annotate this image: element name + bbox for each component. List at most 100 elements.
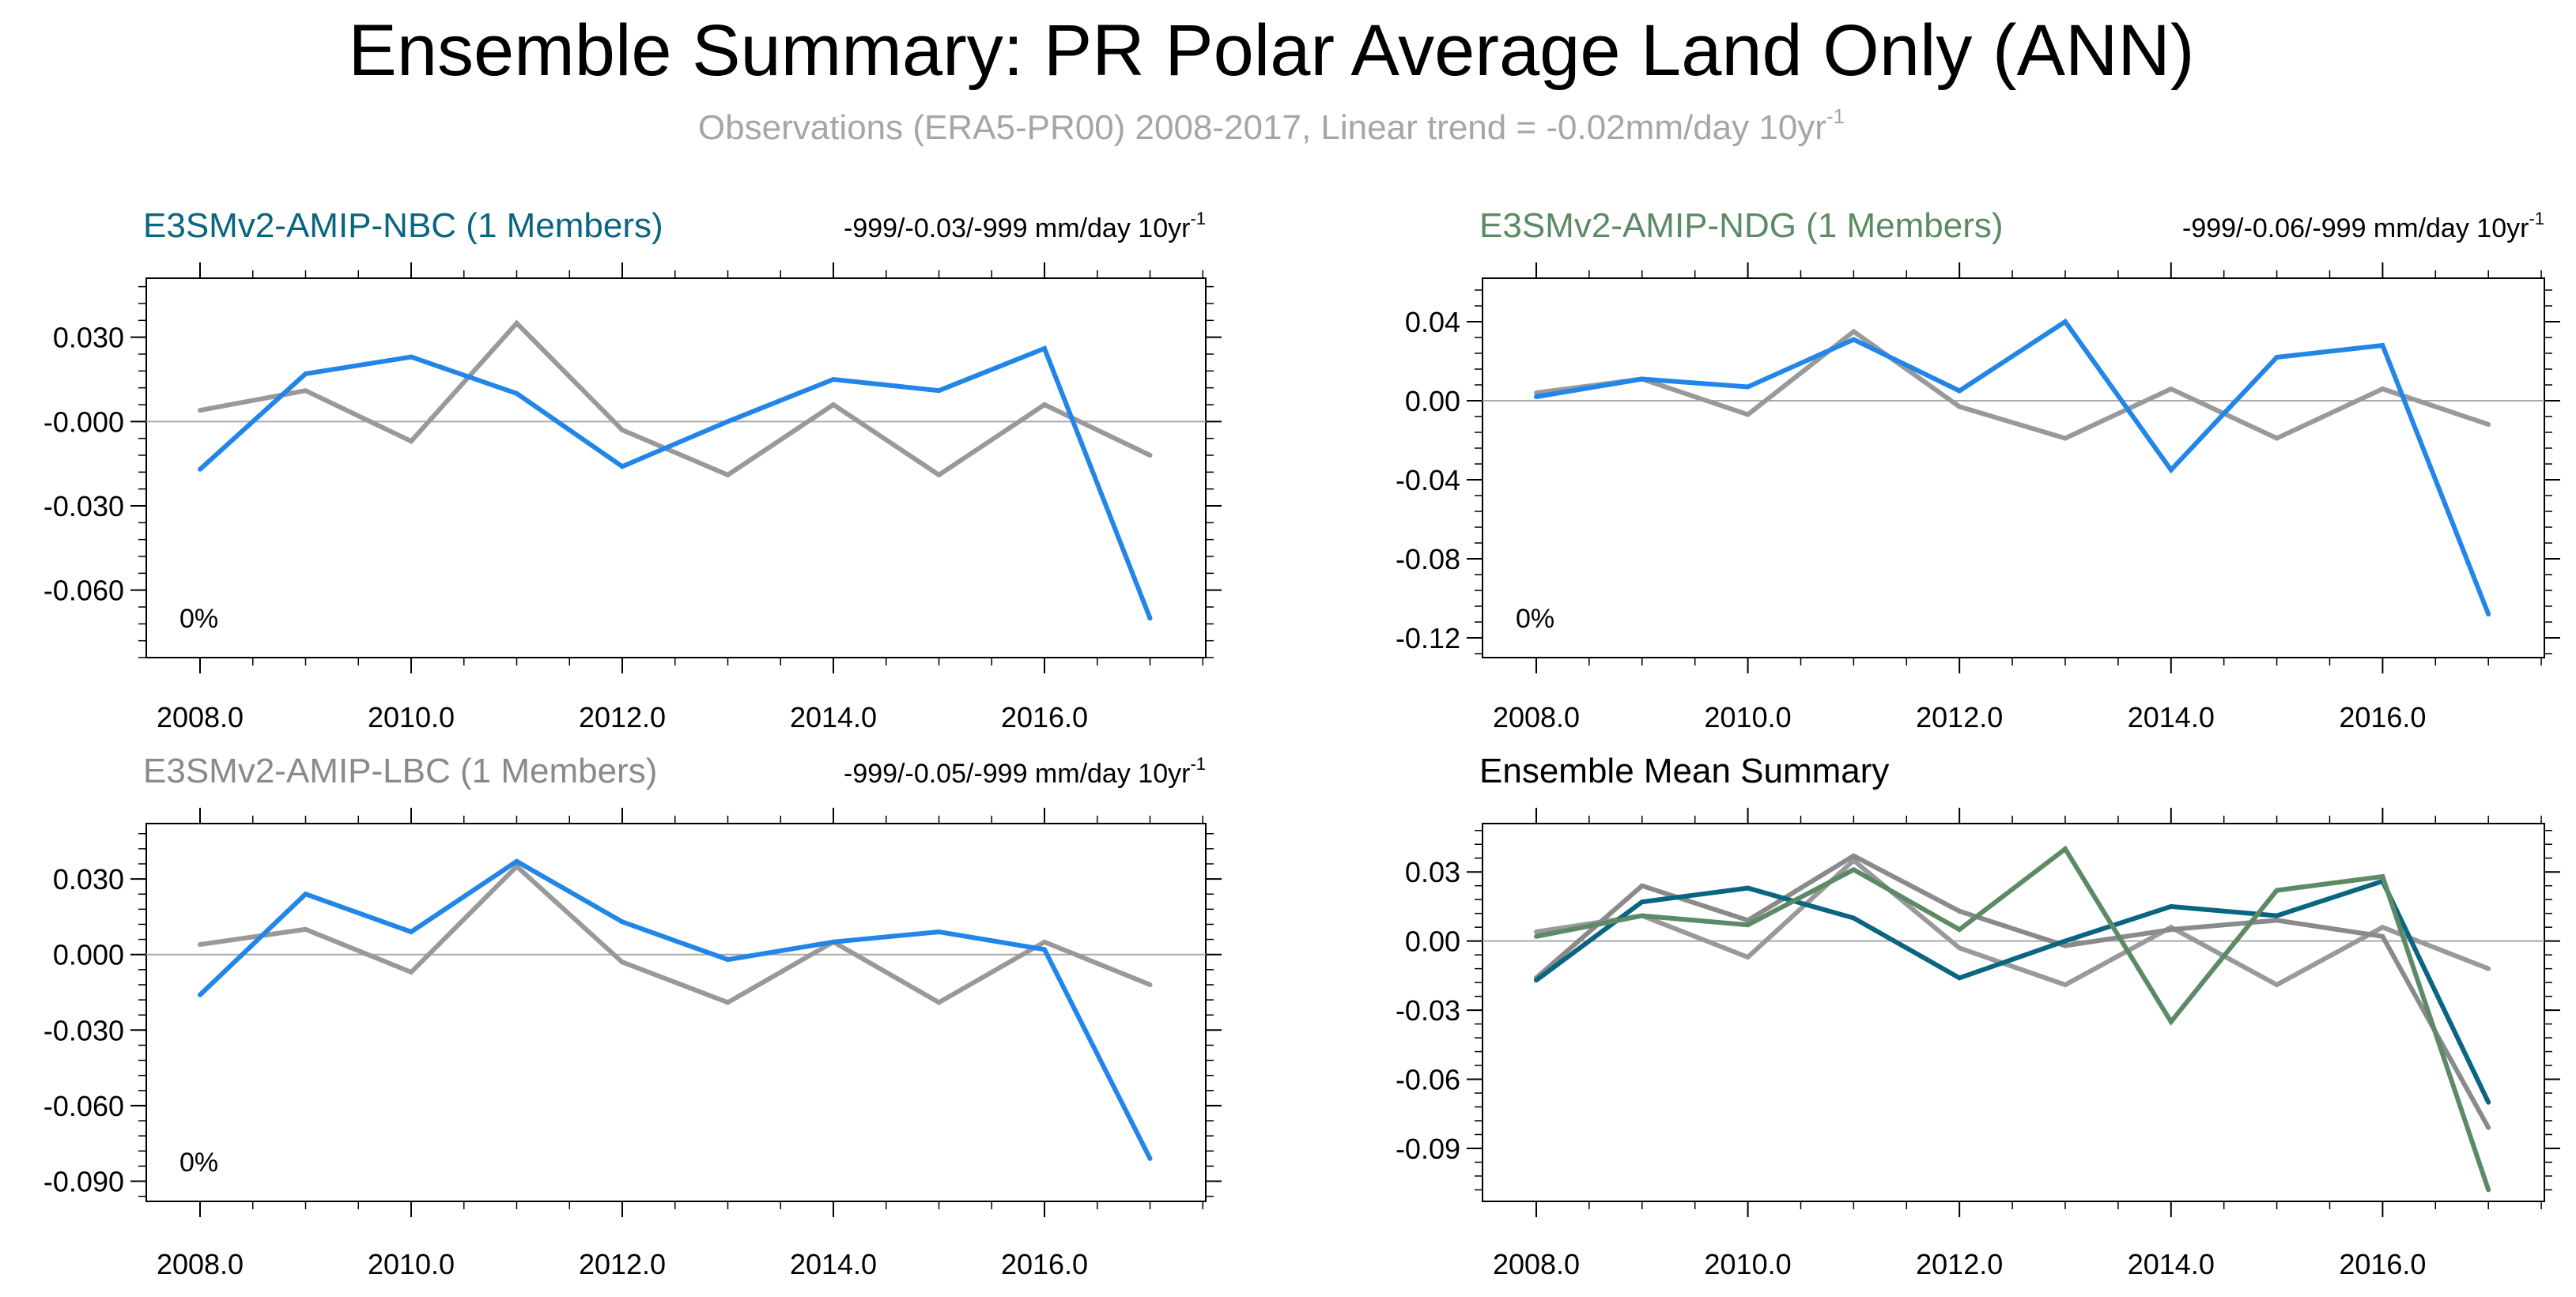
data-point-mean-lbc-2017 — [2486, 1125, 2491, 1130]
data-point-mean-obs-2016 — [2380, 925, 2385, 930]
x-tick-label: 2012.0 — [1916, 701, 2003, 733]
x-tick-label: 2010.0 — [368, 701, 455, 733]
data-point-nbc-member-2013 — [725, 419, 731, 424]
y-tick-label: -0.09 — [1396, 1133, 1460, 1165]
trend-label-lbc: -999/-0.05/-999 mm/day 10yr-1 — [844, 754, 1206, 789]
trend-label-main-lbc: -999/-0.05/-999 mm/day 10yr — [844, 759, 1190, 789]
figure-subtitle-sup: -1 — [1826, 104, 1845, 128]
panel-percent-label-lbc: 0% — [179, 1148, 218, 1178]
data-point-lbc-member-2012 — [620, 919, 625, 925]
y-tick-label: -0.000 — [43, 405, 124, 438]
panel-title-mean: Ensemble Mean Summary — [1479, 752, 1889, 790]
data-point-lbc-member-2015 — [936, 929, 942, 935]
data-point-ndg-obs-2017 — [2486, 422, 2491, 427]
data-point-mean-obs-2008 — [1534, 929, 1539, 934]
y-tick-label: 0.03 — [1405, 856, 1460, 888]
data-point-lbc-member-2016 — [1042, 947, 1047, 952]
data-point-mean-lbc-2016 — [2380, 933, 2385, 939]
data-point-mean-lbc-2013 — [2062, 943, 2068, 948]
data-point-mean-nbc-2011 — [1851, 915, 1856, 921]
series-line-mean-lbc — [1535, 853, 2491, 1129]
data-point-ndg-member-2017 — [2486, 612, 2491, 616]
data-point-mean-nbc-2008 — [1534, 978, 1539, 983]
y-tick-label: 0.030 — [53, 863, 124, 895]
data-point-ndg-member-2011 — [1851, 337, 1856, 342]
data-point-nbc-member-2008 — [198, 466, 202, 472]
data-point-mean-ndg-2008 — [1534, 933, 1539, 939]
series-line-mean-obs — [1535, 857, 2490, 988]
data-point-lbc-obs-2017 — [1147, 982, 1153, 987]
plot-frame-lbc — [145, 823, 1207, 1202]
y-tick-label: -0.04 — [1396, 464, 1460, 496]
panel-title-ndg: E3SMv2-AMIP-NDG (1 Members) — [1479, 206, 2004, 245]
data-point-lbc-obs-2011 — [514, 864, 519, 869]
series-line-nbc-member — [198, 345, 1153, 620]
x-tick-label: 2012.0 — [1916, 1248, 2003, 1280]
plot-frame-nbc — [145, 277, 1207, 658]
trend-label-main-ndg: -999/-0.06/-999 mm/day 10yr — [2182, 213, 2529, 243]
data-point-nbc-obs-2009 — [303, 388, 308, 394]
data-point-lbc-member-2008 — [198, 992, 202, 997]
data-point-mean-lbc-2015 — [2274, 918, 2279, 923]
data-point-ndg-obs-2011 — [1851, 329, 1856, 334]
data-point-nbc-member-2011 — [514, 390, 519, 396]
x-tick-label: 2008.0 — [157, 701, 244, 733]
data-point-ndg-member-2009 — [1639, 376, 1645, 382]
x-tick-label: 2014.0 — [2128, 1248, 2215, 1280]
panel-title-nbc: E3SMv2-AMIP-NBC (1 Members) — [143, 206, 663, 245]
trend-label-sup-nbc: -1 — [1190, 209, 1206, 228]
plot-frame-ndg — [1482, 277, 2545, 658]
figure-subtitle-main: Observations (ERA5-PR00) 2008-2017, Line… — [698, 108, 1826, 147]
data-point-mean-lbc-2009 — [1639, 883, 1645, 888]
data-point-nbc-member-2014 — [831, 377, 836, 382]
x-tick-label: 2008.0 — [1493, 1248, 1580, 1280]
series-line-nbc-obs — [199, 319, 1151, 478]
y-tick-label: -0.090 — [43, 1166, 124, 1198]
y-tick-label: -0.08 — [1396, 543, 1460, 575]
trend-label-sup-ndg: -1 — [2529, 209, 2544, 228]
panel-percent-label-nbc: 0% — [179, 604, 218, 634]
data-point-mean-ndg-2011 — [1851, 867, 1856, 873]
x-tick-label: 2010.0 — [368, 1248, 455, 1280]
chart-panel-ndg: E3SMv2-AMIP-NDG (1 Members) -999/-0.06/-9… — [1396, 206, 2560, 733]
data-point-nbc-obs-2011 — [514, 320, 519, 326]
y-tick-label: 0.00 — [1405, 385, 1460, 417]
data-point-mean-nbc-2009 — [1639, 899, 1645, 905]
data-point-lbc-member-2009 — [303, 892, 308, 897]
data-point-mean-lbc-2014 — [2168, 927, 2174, 933]
data-point-mean-ndg-2009 — [1639, 913, 1645, 918]
data-point-ndg-obs-2015 — [2274, 435, 2279, 441]
data-point-nbc-member-2016 — [1042, 345, 1047, 351]
data-point-ndg-member-2016 — [2380, 343, 2385, 348]
data-point-mean-ndg-2010 — [1745, 922, 1751, 928]
data-point-ndg-member-2013 — [2062, 319, 2068, 324]
x-tick-label: 2008.0 — [157, 1248, 244, 1280]
data-point-lbc-member-2010 — [409, 929, 414, 935]
chart-panel-nbc: E3SMv2-AMIP-NBC (1 Members) -999/-0.03/-9… — [43, 206, 1222, 733]
data-point-ndg-member-2010 — [1745, 384, 1751, 390]
x-tick-label: 2016.0 — [2339, 701, 2426, 733]
data-point-nbc-member-2010 — [409, 354, 414, 360]
x-tick-label: 2014.0 — [790, 1248, 877, 1280]
data-point-mean-ndg-2014 — [2168, 1019, 2174, 1024]
data-point-nbc-obs-2015 — [936, 472, 942, 477]
y-tick-label: 0.04 — [1405, 306, 1460, 338]
data-point-lbc-member-2017 — [1147, 1156, 1153, 1161]
data-point-lbc-obs-2009 — [303, 926, 308, 932]
data-point-ndg-member-2014 — [2168, 467, 2174, 473]
trend-label-main-nbc: -999/-0.03/-999 mm/day 10yr — [844, 213, 1190, 243]
data-point-mean-obs-2013 — [2062, 982, 2068, 988]
data-point-nbc-member-2015 — [936, 388, 942, 394]
data-point-nbc-obs-2016 — [1042, 402, 1047, 407]
data-point-ndg-obs-2012 — [1957, 404, 1962, 409]
data-point-lbc-member-2011 — [514, 858, 519, 864]
data-point-lbc-obs-2012 — [620, 960, 625, 965]
data-point-mean-lbc-2011 — [1851, 853, 1856, 858]
data-point-mean-ndg-2015 — [2274, 888, 2279, 893]
data-point-mean-nbc-2014 — [2168, 903, 2174, 909]
data-point-ndg-obs-2016 — [2380, 386, 2385, 391]
x-tick-label: 2012.0 — [579, 701, 666, 733]
data-point-lbc-obs-2016 — [1042, 939, 1047, 944]
data-point-nbc-obs-2008 — [198, 408, 202, 413]
